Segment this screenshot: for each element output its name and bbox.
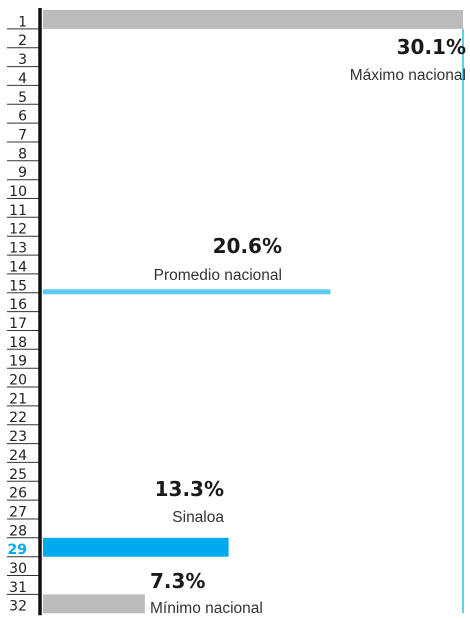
rank-label-5: 5 [18,90,27,106]
avg-value-label: 20.6% [213,234,282,258]
rank-label-12: 12 [9,222,27,238]
rank-label-28: 28 [9,523,27,539]
rank-grid: 1234567891011121314151617181920212223242… [7,14,40,615]
rank-label-23: 23 [9,429,27,445]
rank-label-24: 24 [9,448,27,464]
rank-label-7: 7 [18,128,27,144]
rank-label-10: 10 [9,184,27,200]
rank-label-25: 25 [9,467,27,483]
rank-label-19: 19 [9,354,27,370]
state-value-label: 13.3% [155,477,224,501]
rank-label-32: 32 [9,599,27,615]
rank-label-16: 16 [9,297,27,313]
rank-label-31: 31 [9,580,27,596]
rank-label-11: 11 [9,203,27,219]
rank-label-17: 17 [9,316,27,332]
rank-label-30: 30 [9,561,27,577]
bars-group [43,10,463,614]
rank-label-6: 6 [18,109,27,125]
annotations: 30.1% Máximo nacional 20.6% Promedio nac… [150,35,466,617]
rank-label-27: 27 [9,505,27,521]
avg-sub-label: Promedio nacional [154,267,282,284]
reference-lines [43,28,464,614]
rank-label-8: 8 [18,146,27,162]
rank-label-15: 15 [9,278,27,294]
rank-label-22: 22 [9,410,27,426]
rank-label-18: 18 [9,335,27,351]
rank-label-13: 13 [9,241,27,257]
max-sub-label: Máximo nacional [350,67,466,84]
state-sub-label: Sinaloa [172,509,224,526]
rank-label-29: 29 [8,542,27,558]
rank-label-9: 9 [18,165,27,181]
rank-label-20: 20 [9,373,27,389]
rank-label-3: 3 [18,52,27,68]
rank-label-21: 21 [9,391,27,407]
rank-label-26: 26 [9,486,27,502]
max-value-label: 30.1% [397,35,466,59]
min-sub-label: Mínimo nacional [150,600,263,617]
rank-label-1: 1 [18,14,27,30]
avg-reference-line [43,289,331,295]
min-value-label: 7.3% [150,569,205,593]
bar-rank-32 [43,594,145,614]
rank-label-14: 14 [9,259,27,275]
bar-rank-29 [43,537,229,557]
rank-label-4: 4 [18,71,27,87]
bar-rank-1 [43,10,463,29]
rank-label-2: 2 [18,33,27,49]
